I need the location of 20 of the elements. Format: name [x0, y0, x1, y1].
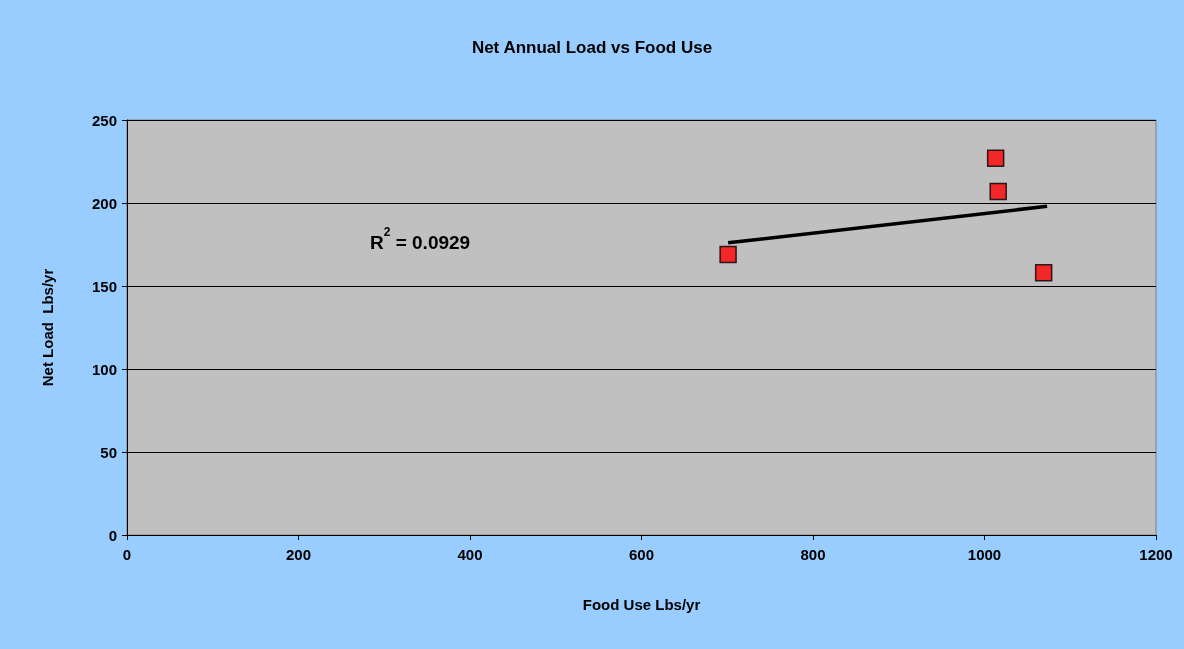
chart-title: Net Annual Load vs Food Use	[471, 38, 713, 57]
point	[989, 182, 1007, 201]
x-tick-label: 200	[285, 546, 312, 563]
x-tick-label: 0	[122, 546, 132, 563]
x-tick-label: 800	[800, 546, 826, 563]
y-tick-label: 0	[108, 526, 117, 544]
y-tick-label: 200	[91, 194, 117, 212]
y-tick-label: 150	[91, 277, 117, 295]
point	[986, 149, 1005, 167]
x-tick-label: 400	[457, 546, 483, 563]
y-tick-label: 250	[91, 111, 117, 129]
point	[1034, 263, 1053, 282]
x-tick-label: 1200	[1139, 546, 1173, 563]
y-tick-label: 50	[100, 443, 117, 461]
y-axis-title: Net Load Lbs/yr	[39, 268, 56, 387]
x-axis-title: Food Use Lbs/yr	[582, 596, 701, 613]
x-tick-label: 1000	[967, 546, 1002, 563]
point	[719, 245, 737, 264]
y-tick-label: 100	[91, 360, 117, 378]
x-tick-label: 600	[628, 546, 655, 563]
